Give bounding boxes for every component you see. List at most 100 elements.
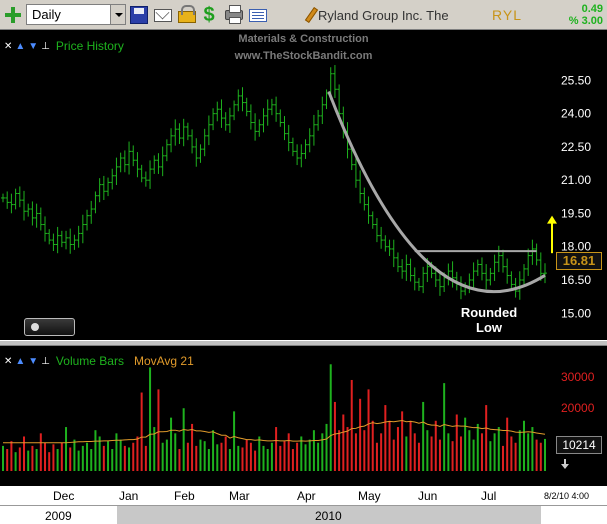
volume-bar <box>178 449 181 471</box>
year-label: 2010 <box>315 509 342 523</box>
print-icon[interactable] <box>225 5 243 24</box>
volume-bar <box>35 449 38 471</box>
price-bar <box>89 200 94 224</box>
volume-bar <box>426 430 429 471</box>
period-value: Daily <box>32 7 61 22</box>
arrow-up-icon[interactable]: ▲ <box>15 355 26 367</box>
year-bar: 2009 2010 <box>0 505 607 524</box>
volume-bar <box>94 430 97 471</box>
volume-bar <box>98 436 101 471</box>
price-bar <box>236 89 241 112</box>
lock-icon[interactable] <box>178 5 196 23</box>
rounded-low-annotation: Rounded Low <box>454 305 524 335</box>
price-bar <box>5 191 10 209</box>
volume-bar <box>245 439 248 471</box>
movavg-line <box>3 419 546 444</box>
add-icon[interactable] <box>4 6 22 24</box>
price-bar <box>332 65 337 98</box>
price-bar <box>286 124 291 152</box>
chevron-down-icon[interactable] <box>110 5 125 24</box>
volume-bar <box>48 452 51 471</box>
price-bar <box>370 211 375 229</box>
volume-bar <box>535 439 538 471</box>
price-bar <box>97 178 102 203</box>
price-bar <box>316 109 321 131</box>
arrow-up-icon[interactable]: ▲ <box>15 40 26 52</box>
volume-bar <box>363 430 366 471</box>
price-bar <box>400 259 405 279</box>
volume-bar <box>56 449 59 471</box>
volume-bar <box>52 444 55 471</box>
volume-bar <box>287 433 290 471</box>
price-panel: 15.00 16.50 18.00 19.50 21.00 22.50 24.00 25.50… <box>0 31 607 340</box>
price-bar <box>76 225 81 248</box>
volume-bar <box>157 389 160 471</box>
volume-bar <box>514 442 517 471</box>
volume-bar <box>115 433 118 471</box>
volume-bar <box>430 436 433 471</box>
arrow-down-icon[interactable]: ▼ <box>28 355 39 367</box>
price-bar <box>244 97 249 117</box>
mail-icon[interactable] <box>154 9 172 22</box>
dollar-icon[interactable]: $ <box>203 4 215 26</box>
close-icon[interactable]: ✕ <box>4 40 13 52</box>
price-bar <box>114 157 119 186</box>
close-icon[interactable]: ✕ <box>4 355 13 367</box>
price-bar <box>446 263 451 286</box>
volume-bar <box>90 449 93 471</box>
volume-bar <box>203 441 206 471</box>
price-bar <box>194 138 199 167</box>
price-bar <box>358 170 363 204</box>
volume-panel-header: ✕ ▲ ▼ ⊥ Volume Bars MovAvg 21 <box>4 354 194 368</box>
price-bar <box>106 177 111 197</box>
year-label: 2009 <box>45 509 72 523</box>
volume-bar <box>14 452 17 471</box>
watermark: Materials & Construction www.TheStockBan… <box>0 31 607 65</box>
volume-bar <box>212 430 215 471</box>
volume-bar <box>434 420 437 471</box>
volume-bar <box>333 401 336 471</box>
price-bar <box>22 190 27 221</box>
rounded-low-curve <box>327 90 546 293</box>
volume-bar <box>527 433 530 471</box>
price-bar <box>156 153 161 174</box>
price-bar <box>169 128 174 153</box>
price-panel-title: Price History <box>55 39 124 53</box>
pin-icon[interactable]: ⊥ <box>41 355 50 367</box>
volume-bar <box>77 450 80 471</box>
price-bar <box>534 243 539 266</box>
price-tick-label: 18.00 <box>561 240 591 254</box>
grid-icon[interactable] <box>249 9 267 22</box>
volume-bar <box>233 411 236 471</box>
price-bar <box>421 266 426 294</box>
period-select[interactable]: Daily <box>26 4 126 25</box>
volume-bar <box>144 445 147 471</box>
arrow-down-icon[interactable]: ▼ <box>28 40 39 52</box>
volume-bar <box>291 449 294 471</box>
price-bar <box>101 175 106 200</box>
volume-tick-label: 30000 <box>561 370 595 384</box>
price-bar <box>232 100 237 121</box>
month-label: Dec <box>53 489 75 503</box>
volume-bar <box>325 423 328 471</box>
month-label: Mar <box>229 489 250 503</box>
pencil-icon[interactable] <box>304 7 319 23</box>
price-bar <box>505 258 510 284</box>
price-bar <box>17 186 22 208</box>
price-bar <box>404 254 409 281</box>
volume-bar <box>216 444 219 471</box>
chart-scroll-widget[interactable] <box>24 318 75 336</box>
save-icon[interactable] <box>130 6 148 24</box>
price-bar <box>219 99 224 128</box>
arrow-down-icon[interactable] <box>561 459 570 469</box>
price-bar <box>227 107 232 133</box>
price-bar <box>450 261 455 288</box>
volume-bar <box>165 439 168 471</box>
volume-bar <box>401 411 404 471</box>
pin-icon[interactable]: ⊥ <box>41 40 50 52</box>
panel-divider[interactable] <box>0 340 607 346</box>
price-bar <box>299 144 304 168</box>
volume-bar <box>119 439 122 471</box>
price-panel-header: ✕ ▲ ▼ ⊥ Price History <box>4 39 124 53</box>
volume-bar <box>312 430 315 471</box>
